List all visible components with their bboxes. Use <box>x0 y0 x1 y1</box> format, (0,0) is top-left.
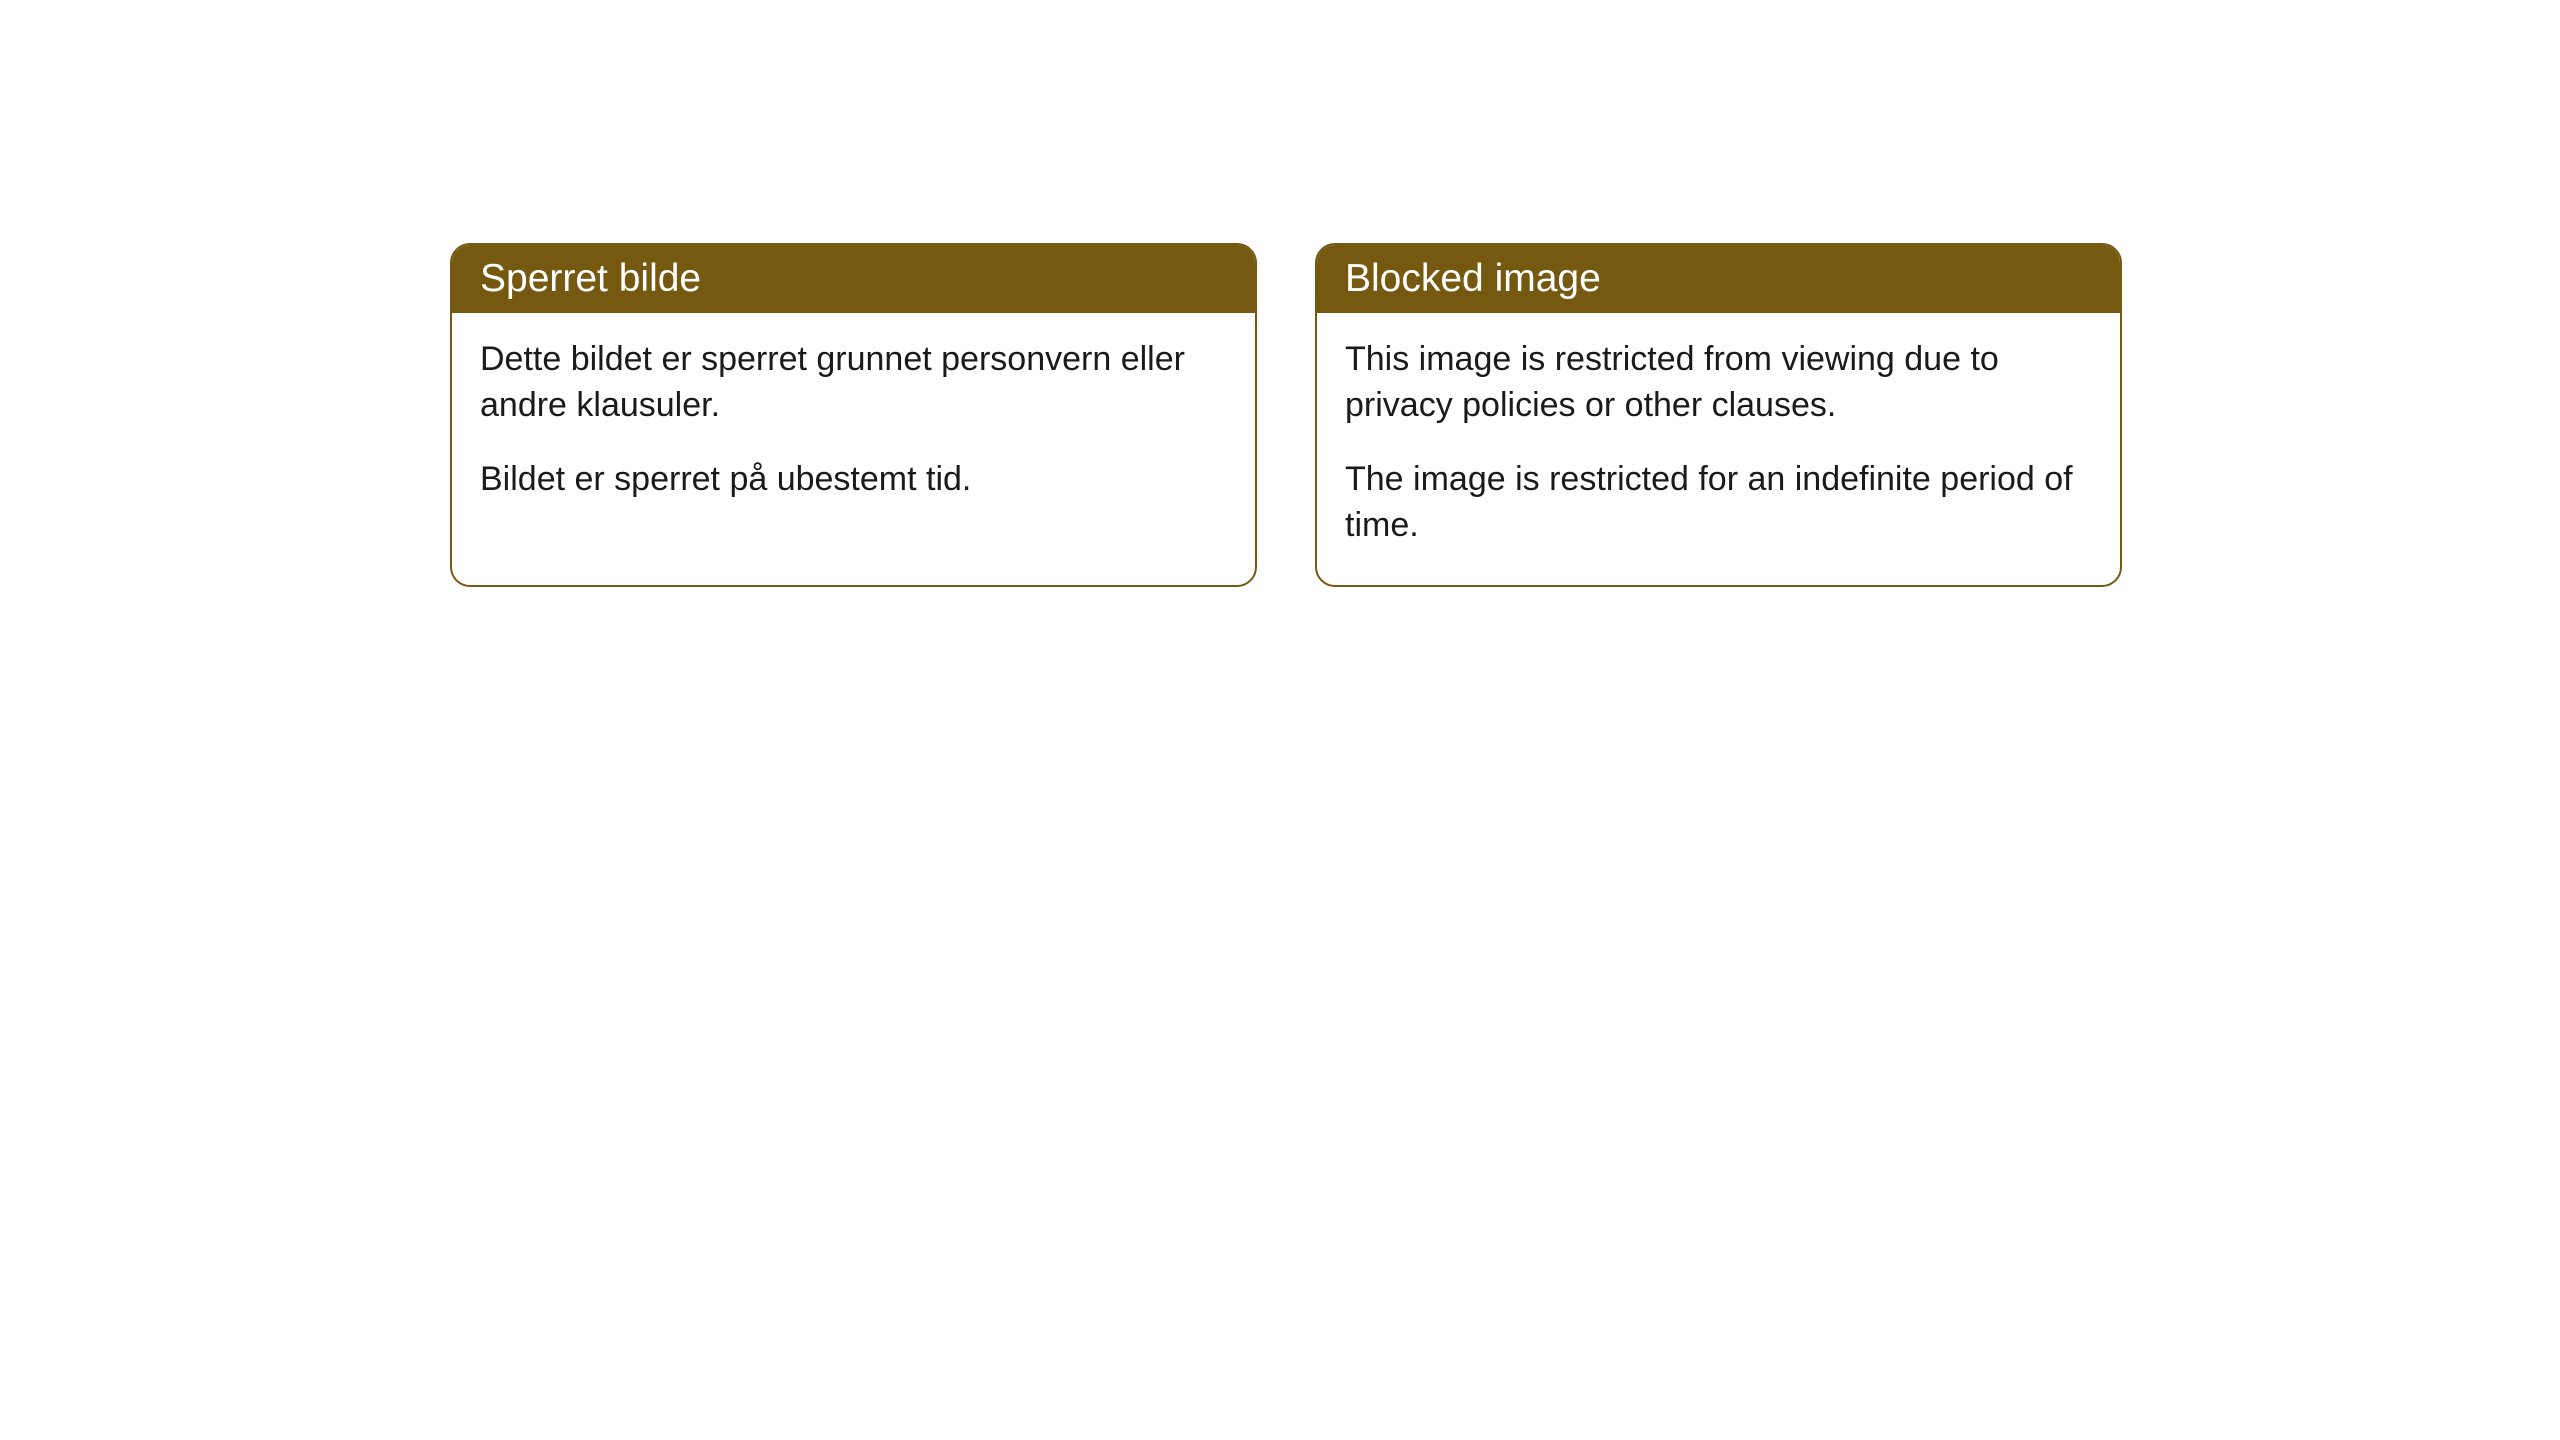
blocked-image-card-english: Blocked image This image is restricted f… <box>1315 243 2122 587</box>
card-header: Sperret bilde <box>452 245 1255 313</box>
notice-text-paragraph: This image is restricted from viewing du… <box>1345 337 2092 429</box>
notice-text-paragraph: The image is restricted for an indefinit… <box>1345 457 2092 549</box>
card-body: This image is restricted from viewing du… <box>1317 313 2120 585</box>
notice-text-paragraph: Dette bildet er sperret grunnet personve… <box>480 337 1227 429</box>
notice-container: Sperret bilde Dette bildet er sperret gr… <box>0 0 2560 587</box>
blocked-image-card-norwegian: Sperret bilde Dette bildet er sperret gr… <box>450 243 1257 587</box>
card-header: Blocked image <box>1317 245 2120 313</box>
card-body: Dette bildet er sperret grunnet personve… <box>452 313 1255 539</box>
notice-text-paragraph: Bildet er sperret på ubestemt tid. <box>480 457 1227 503</box>
